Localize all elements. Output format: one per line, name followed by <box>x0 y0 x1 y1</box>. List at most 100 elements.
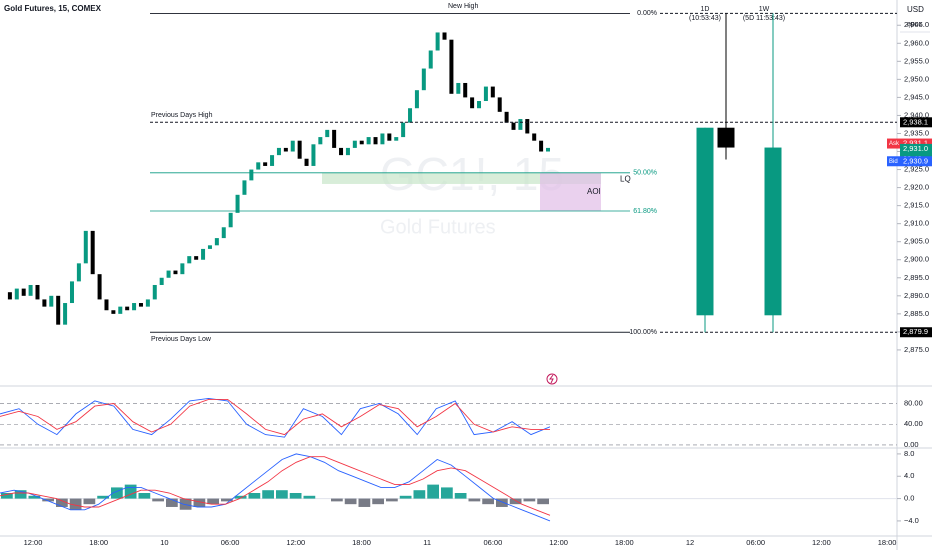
y-tick-label: 2,905.0 <box>904 237 929 246</box>
alert-icon[interactable] <box>546 373 558 385</box>
x-tick-label: 18:00 <box>615 538 634 547</box>
histogram-bar <box>69 498 82 510</box>
histogram-bar <box>28 495 41 499</box>
chart-title: Gold Futures, 15, COMEX <box>4 4 102 13</box>
price-tag-label: 2,931.0 <box>903 144 928 153</box>
candle <box>214 238 219 246</box>
candle <box>132 303 137 311</box>
candle <box>463 82 468 98</box>
candle <box>442 32 447 40</box>
y-tick-label: 4.0 <box>904 471 914 480</box>
candle <box>180 263 185 275</box>
x-tick-label: 12:00 <box>24 538 43 547</box>
histogram-bar <box>166 498 178 507</box>
price-tag <box>900 117 932 128</box>
candle <box>69 281 74 304</box>
candle <box>497 97 502 112</box>
candle <box>359 140 364 145</box>
candle <box>187 256 192 264</box>
candle <box>125 306 130 311</box>
histogram-bar <box>303 495 316 499</box>
candle <box>483 86 488 102</box>
candle <box>28 284 33 296</box>
histogram-bar <box>14 490 27 499</box>
icon-circle[interactable] <box>546 373 558 385</box>
candle <box>546 147 550 152</box>
histogram-bar <box>124 484 137 499</box>
histogram-bar <box>289 493 302 499</box>
candle <box>97 274 102 300</box>
candle <box>332 129 337 148</box>
price-tag-label: 2,930.9 <box>903 156 928 165</box>
histogram-bar <box>83 498 96 505</box>
x-tick-label: 12:00 <box>549 538 568 547</box>
unit: apoz <box>907 21 923 28</box>
currency: USD <box>907 5 924 14</box>
candle <box>539 140 544 152</box>
candle <box>201 248 206 260</box>
candle <box>318 137 323 145</box>
histogram-bar <box>386 498 398 502</box>
candle <box>477 101 482 109</box>
tag-prefix-label: Bid <box>889 159 898 165</box>
candle <box>339 147 344 156</box>
zone-label: AOI <box>587 187 601 196</box>
histogram-bar <box>111 487 123 499</box>
histogram-bar <box>1 493 13 499</box>
histogram-bar <box>193 498 206 507</box>
y-tick-label: 2,955.0 <box>904 56 929 65</box>
candle <box>221 227 226 239</box>
candle <box>49 295 54 307</box>
watermark-name: Gold Futures <box>380 216 496 238</box>
candle <box>428 50 433 69</box>
price-tag-label: 2,931.1 <box>903 139 928 148</box>
candle <box>449 39 454 94</box>
icon-bolt[interactable] <box>549 374 554 384</box>
candle <box>394 137 399 141</box>
htf-candle <box>764 147 782 316</box>
htf-label: 1W <box>759 6 770 13</box>
candle <box>456 82 461 94</box>
candle <box>90 230 95 275</box>
y-tick-label: 2,940.0 <box>904 110 929 119</box>
fib-label: 61.80% <box>633 208 657 215</box>
histogram-bar <box>413 490 426 499</box>
candle <box>525 119 530 134</box>
candle <box>83 230 88 264</box>
candle <box>511 122 516 130</box>
htf-candle <box>717 127 735 148</box>
candle <box>63 303 68 325</box>
candle <box>366 137 371 145</box>
candle <box>325 129 330 138</box>
candle <box>421 68 426 91</box>
y-tick-label: 2,890.0 <box>904 291 929 300</box>
price-tag <box>900 138 932 149</box>
histogram-bar <box>509 498 522 505</box>
candle <box>145 299 150 307</box>
x-tick-label: 10 <box>160 538 168 547</box>
x-tick-label: 12:00 <box>286 538 305 547</box>
candle <box>435 32 440 51</box>
histogram-bar <box>42 498 54 502</box>
candle <box>387 133 392 141</box>
candle <box>504 111 509 123</box>
x-tick-label: 18:00 <box>878 538 897 547</box>
histogram-bar <box>262 490 274 499</box>
y-tick-label: 2,935.0 <box>904 128 929 137</box>
histogram-bar <box>358 498 371 507</box>
histogram-bar <box>454 493 467 499</box>
candle <box>207 245 212 249</box>
y-tick-label: 8.0 <box>904 449 914 458</box>
candle <box>380 133 385 145</box>
y-tick-label: 2,910.0 <box>904 219 929 228</box>
histogram-bar <box>97 495 109 499</box>
candle <box>194 256 199 260</box>
histogram-bar <box>523 498 536 502</box>
candle <box>304 158 309 166</box>
y-tick-label: 2,920.0 <box>904 183 929 192</box>
price-tag <box>900 327 932 338</box>
level-label: New High <box>448 3 478 10</box>
histogram-bar <box>138 493 151 499</box>
